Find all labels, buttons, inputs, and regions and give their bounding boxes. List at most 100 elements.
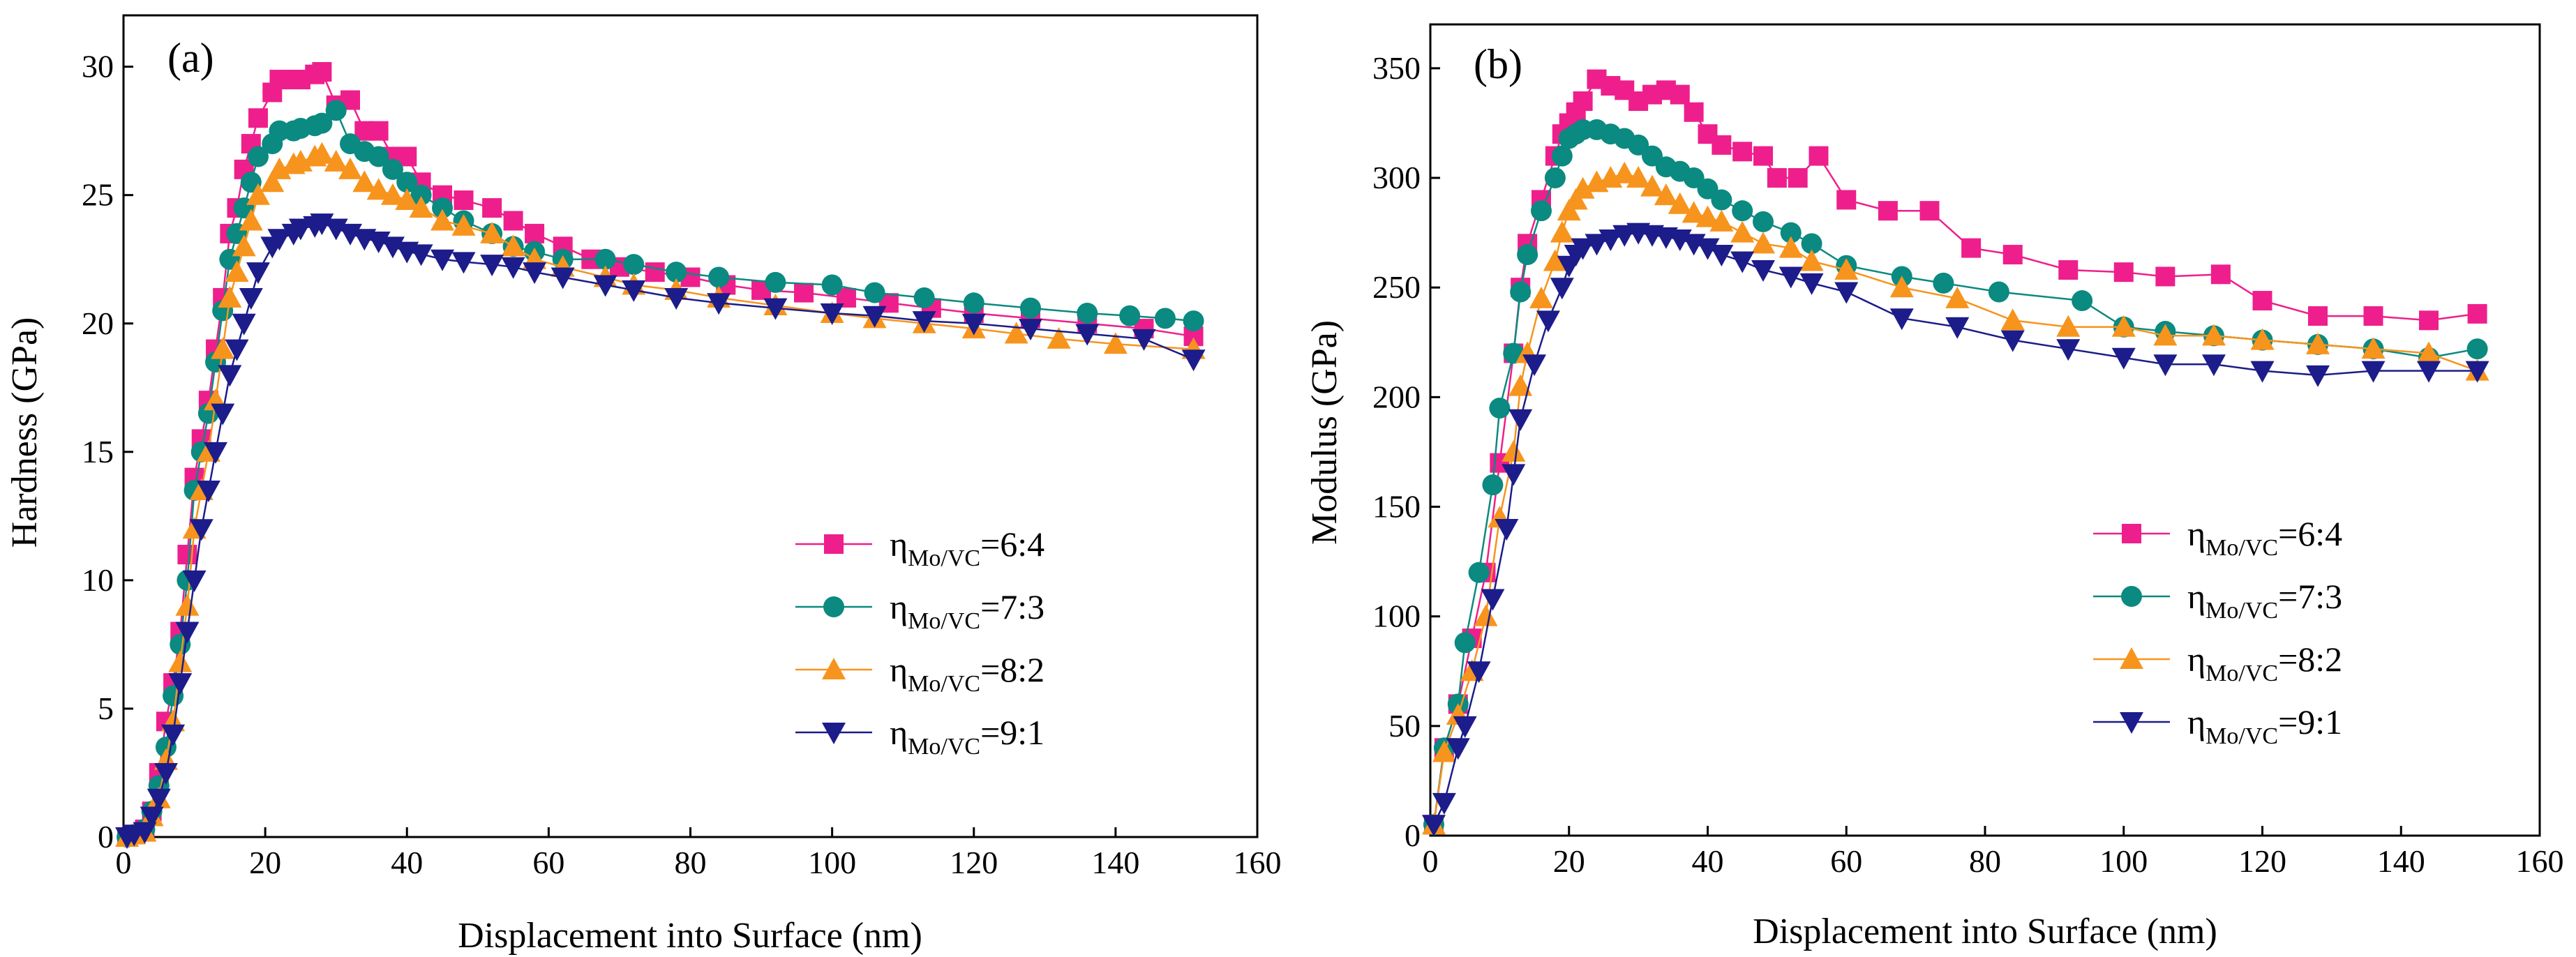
hardness-y-tick-label: 5 [98, 691, 114, 726]
modulus-y-tick-label: 200 [1372, 379, 1421, 414]
modulus-x-axis-title: Displacement into Surface (nm) [1753, 912, 2217, 951]
hardness-data-point-8-2 [1103, 332, 1128, 354]
hardness-data-point-8-2 [168, 650, 193, 672]
hardness-data-point-8-2 [409, 196, 433, 218]
hardness-data-point-7-3 [396, 172, 418, 193]
modulus-data-point-7-3 [1517, 244, 1538, 266]
hardness-data-point-7-3 [1154, 308, 1176, 329]
modulus-data-point-9-1 [1536, 310, 1560, 333]
hardness-data-point-8-2 [324, 149, 348, 172]
hardness-legend-label-8-2: ηMo/VC=8:2 [890, 650, 1044, 697]
hardness-data-point-9-1 [239, 287, 263, 310]
hardness-data-point-9-1 [480, 255, 504, 277]
hardness-data-point-6-4 [454, 190, 474, 211]
hardness-data-point-8-2 [175, 594, 200, 616]
hardness-x-tick-label: 140 [1091, 845, 1139, 880]
modulus-data-point-7-3 [1510, 281, 1532, 303]
modulus-data-point-6-4 [1670, 84, 1690, 105]
hardness-data-point-7-3 [821, 274, 843, 296]
modulus-data-point-9-1 [1446, 738, 1470, 760]
modulus-data-point-9-1 [2000, 330, 2025, 352]
modulus-data-point-8-2 [2153, 324, 2178, 346]
hardness-chart-panel: (a) 0 20 40 60 80 100 120 140 160 0 5 10 15 20 25 30 Di… [5, 14, 1282, 956]
hardness-data-point-9-1 [147, 788, 171, 811]
hardness-data-point-7-3 [382, 158, 403, 180]
hardness-data-point-9-1 [1019, 319, 1042, 341]
modulus-data-point-8-2 [2111, 315, 2136, 337]
hardness-data-point-9-1 [246, 262, 270, 285]
modulus-x-tick-label: 60 [1830, 843, 1862, 879]
hardness-data-point-8-2 [451, 213, 476, 236]
modulus-data-point-8-2 [1612, 161, 1637, 183]
modulus-data-point-6-4 [1961, 238, 1982, 258]
modulus-data-point-6-4 [1919, 201, 1940, 221]
hardness-data-point-9-1 [451, 252, 476, 274]
modulus-data-point-8-2 [1640, 174, 1664, 197]
modulus-legend-marker-6-4 [2122, 524, 2141, 543]
hardness-data-point-7-3 [311, 112, 333, 134]
modulus-data-point-6-4 [2252, 291, 2272, 311]
modulus-data-point-9-1 [1522, 354, 1547, 377]
modulus-data-point-8-2 [2000, 308, 2025, 331]
modulus-y-tick-label: 350 [1372, 50, 1421, 86]
modulus-data-point-6-4 [1573, 91, 1593, 112]
hardness-data-point-8-2 [246, 183, 270, 205]
hardness-data-point-9-1 [140, 806, 164, 829]
hardness-data-point-9-1 [820, 303, 844, 326]
modulus-data-point-9-1 [1467, 661, 1491, 684]
modulus-data-point-8-2 [1654, 183, 1678, 206]
modulus-data-point-7-3 [1801, 233, 1822, 255]
modulus-x-tick-label: 20 [1553, 843, 1585, 879]
modulus-data-point-7-3 [1753, 211, 1774, 232]
modulus-data-point-9-1 [2111, 347, 2136, 370]
modulus-x-tick-label: 100 [2099, 843, 2148, 879]
hardness-legend: ηMo/VC=6:4 ηMo/VC=7:3 ηMo/VC=8:2 ηMo/VC=9:1 [795, 525, 1044, 760]
modulus-x-tick-label: 140 [2377, 843, 2425, 879]
hardness-data-point-8-2 [225, 260, 249, 282]
modulus-legend-label-8-2: ηMo/VC=8:2 [2187, 640, 2342, 686]
hardness-data-point-9-1 [523, 262, 547, 285]
hardness-data-point-8-2 [480, 221, 504, 243]
hardness-data-point-7-3 [666, 262, 687, 283]
hardness-data-point-6-4 [312, 61, 332, 82]
modulus-data-point-9-1 [2056, 339, 2081, 361]
modulus-y-tick-label: 100 [1372, 598, 1421, 634]
modulus-data-point-9-1 [2306, 365, 2330, 387]
hardness-data-point-7-3 [765, 271, 786, 293]
modulus-data-point-6-4 [1836, 190, 1857, 210]
hardness-data-point-7-3 [368, 146, 389, 167]
hardness-data-point-9-1 [1075, 324, 1100, 346]
hardness-data-point-9-1 [267, 229, 292, 251]
modulus-data-point-7-3 [1551, 145, 1573, 167]
modulus-legend-marker-8-2 [2120, 647, 2143, 669]
modulus-data-point-8-2 [1557, 199, 1581, 221]
hardness-data-point-7-3 [247, 146, 269, 167]
hardness-data-point-7-3 [864, 282, 885, 303]
modulus-data-point-8-2 [2056, 315, 2081, 337]
modulus-data-point-6-4 [1809, 146, 1829, 166]
modulus-data-point-9-1 [1571, 238, 1595, 260]
hardness-series [115, 61, 1206, 849]
hardness-y-tick-label: 20 [82, 306, 114, 341]
hardness-data-point-8-2 [1047, 326, 1071, 349]
hardness-y-tick-label: 10 [82, 562, 114, 598]
modulus-data-point-8-2 [1799, 249, 1824, 271]
hardness-data-point-7-3 [1077, 303, 1098, 324]
modulus-data-point-6-4 [1788, 168, 1808, 188]
hardness-data-point-9-1 [551, 267, 575, 289]
modulus-data-point-7-3 [1544, 167, 1566, 189]
hardness-data-point-6-4 [368, 121, 389, 141]
hardness-y-tick-label: 15 [82, 434, 114, 469]
modulus-data-point-6-4 [2058, 260, 2079, 280]
hardness-legend-label-6-4: ηMo/VC=6:4 [890, 525, 1044, 571]
hardness-data-point-7-3 [325, 100, 347, 121]
modulus-data-point-7-3 [1482, 474, 1504, 496]
hardness-data-point-8-2 [395, 188, 419, 211]
modulus-series [1421, 69, 2489, 837]
modulus-data-point-6-4 [1878, 201, 1898, 221]
hardness-data-point-6-4 [525, 223, 545, 243]
hardness-x-tick-label: 160 [1234, 845, 1282, 880]
hardness-data-point-8-2 [232, 234, 256, 257]
modulus-data-point-9-1 [1432, 792, 1456, 815]
